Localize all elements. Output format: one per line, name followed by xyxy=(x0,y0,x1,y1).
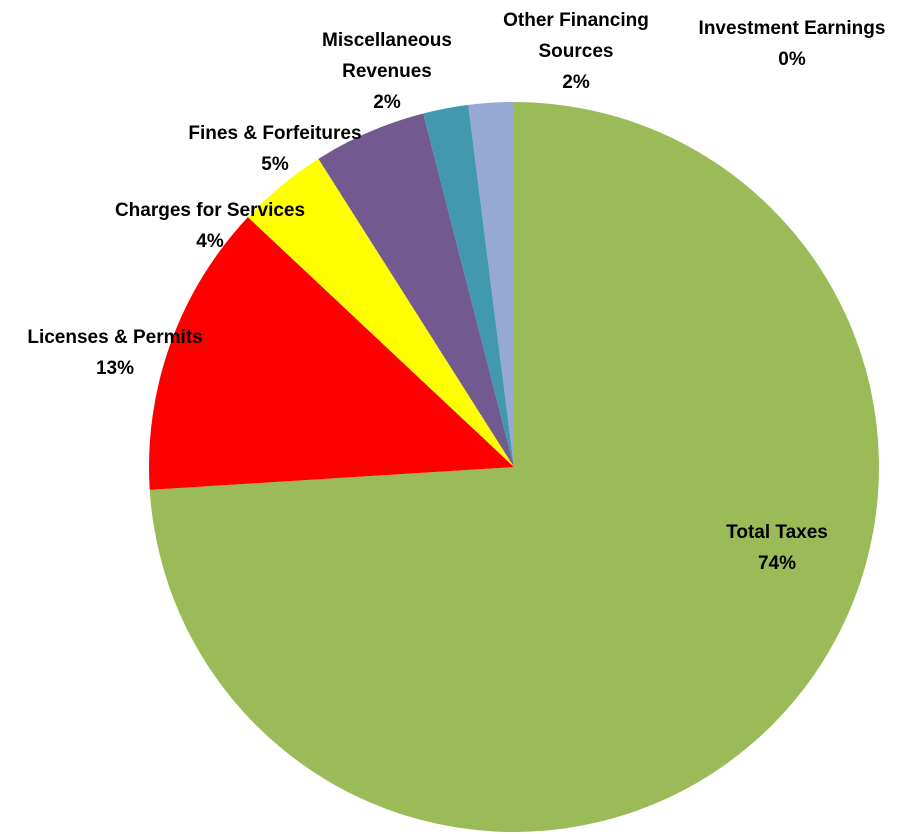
pie-slice xyxy=(318,113,514,467)
category-label: Charges for Services xyxy=(114,200,306,221)
category-label: Fines & Forfeitures xyxy=(188,123,362,144)
pie-slice xyxy=(423,104,514,467)
slice-label: Other Financing Sources 2% xyxy=(486,5,666,98)
slice-label: Charges for Services 4% xyxy=(80,195,340,257)
value-label: 4% xyxy=(196,231,224,252)
category-label: Licenses & Permits xyxy=(27,327,203,348)
category-label: Investment Earnings xyxy=(698,18,886,39)
category-label: Other Financing Sources xyxy=(503,10,649,62)
slice-label: Investment Earnings 0% xyxy=(672,13,912,75)
value-label: 2% xyxy=(562,72,590,93)
value-label: 2% xyxy=(373,92,401,113)
value-label: 74% xyxy=(757,553,797,574)
value-label: 13% xyxy=(95,358,135,379)
pie-slice xyxy=(149,102,880,833)
slice-label: Fines & Forfeitures 5% xyxy=(155,118,395,180)
value-label: 5% xyxy=(261,154,289,175)
slice-label: Licenses & Permits 13% xyxy=(0,322,235,384)
category-label: Miscellaneous Revenues xyxy=(322,30,452,82)
slice-label: Total Taxes 74% xyxy=(677,517,877,579)
pie-slice xyxy=(247,158,514,467)
pie-slice xyxy=(468,102,514,467)
slice-label: Miscellaneous Revenues 2% xyxy=(312,25,462,118)
value-label: 0% xyxy=(778,49,806,70)
pie-slice xyxy=(149,217,514,490)
category-label: Total Taxes xyxy=(726,522,828,543)
